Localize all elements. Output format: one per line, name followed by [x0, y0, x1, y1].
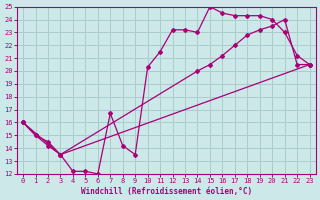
X-axis label: Windchill (Refroidissement éolien,°C): Windchill (Refroidissement éolien,°C) — [81, 187, 252, 196]
